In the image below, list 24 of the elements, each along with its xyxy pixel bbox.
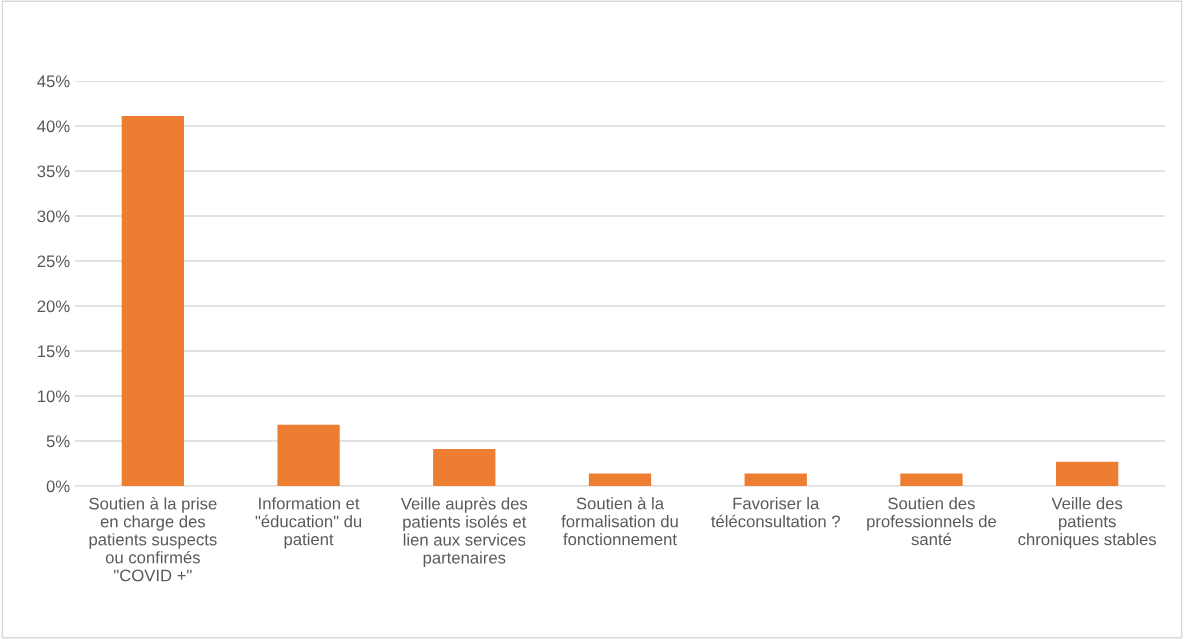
bar [1056,461,1119,486]
y-tick-label: 45% [37,75,70,88]
y-tick-label: 0% [46,480,70,493]
x-tick-label: Soutien des professionnels de santé [867,497,997,546]
y-tick-label: 35% [37,165,70,178]
x-tick-label: Soutien à la prise en charge des patients suspects ou confirmés "COVID +" [89,497,217,582]
bar [900,473,963,486]
y-tick-label: 40% [37,120,70,133]
y-tick-label: 15% [38,345,70,358]
x-tick-label: Veille auprès des patients isolés et lien aux services partenaires [400,497,528,567]
y-tick-label: 10% [38,390,70,403]
bar [277,424,340,486]
y-tick-label: 25% [37,255,70,268]
bar [121,116,184,486]
x-tick-label: Soutien à la formalisation du fonctionnement [561,496,678,546]
y-tick-label: 30% [37,210,70,223]
x-tick-label: Favoriser la téléconsultation ? [711,497,840,528]
x-tick-label: Veille des patients chroniques stables [1018,497,1157,549]
bar [744,473,807,486]
y-tick-label: 20% [37,300,70,313]
bar [588,473,652,486]
y-tick-label: 5% [46,435,70,448]
bar [433,449,496,486]
x-tick-label: Information et "éducation" du patient [255,497,362,549]
